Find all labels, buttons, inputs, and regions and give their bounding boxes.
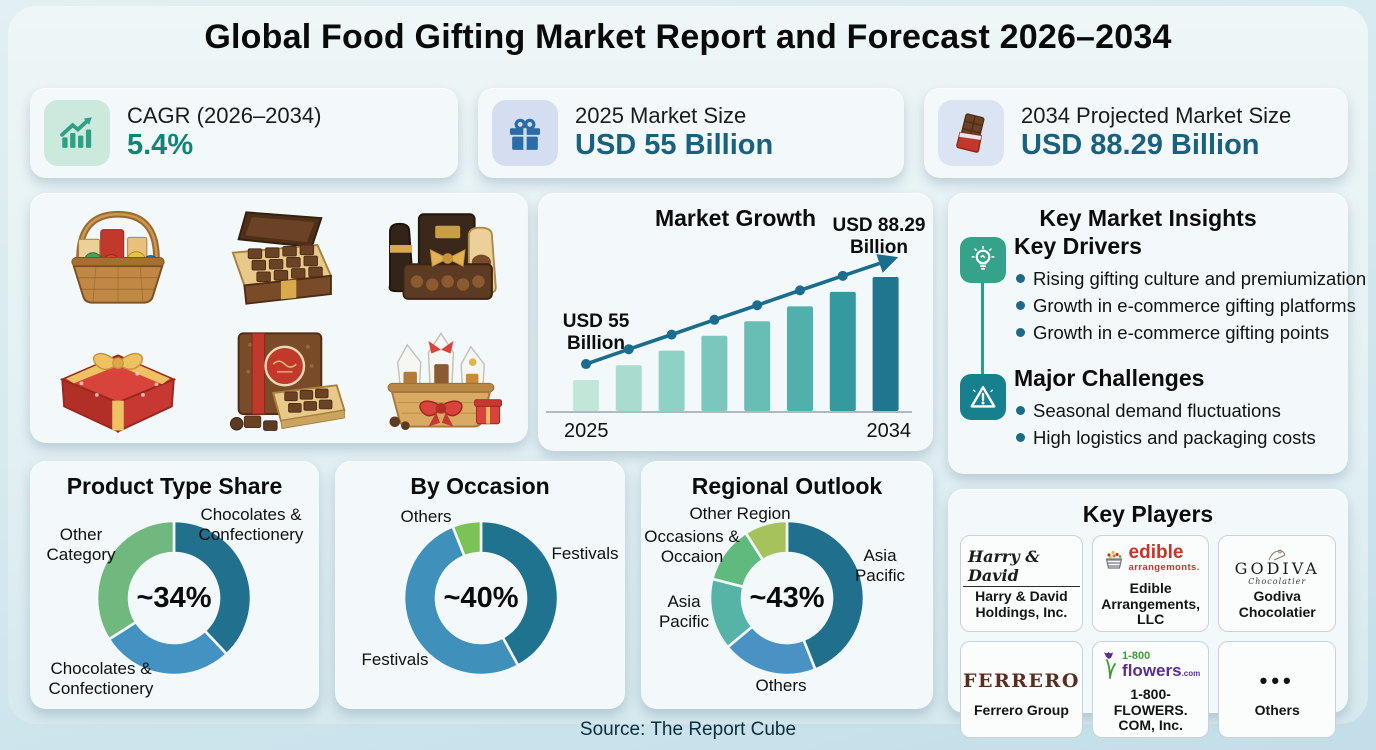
key-drivers-heading: Key Drivers — [1014, 233, 1142, 259]
player-name: 1-800-FLOWERS. COM, Inc. — [1113, 686, 1188, 734]
stat-card-cagr: CAGR (2026–2034) 5.4% — [30, 88, 458, 178]
insights-title: Key Market Insights — [1039, 205, 1257, 231]
player-name: Others — [1254, 701, 1300, 718]
tulip-icon — [1104, 652, 1116, 679]
driver-item: Growth in e-commerce gifting points — [1014, 319, 1340, 346]
stat-card-2034-size: 2034 Projected Market Size USD 88.29 Bil… — [924, 88, 1348, 178]
segment-label: Other Category — [46, 525, 116, 565]
segment-label: Chocolates & Confectionery — [198, 505, 304, 545]
player-card-edible: edible arrangemonts. Edible Arrangements… — [1091, 535, 1210, 633]
stat-label: 2025 Market Size — [575, 102, 747, 128]
regional-outlook-panel: Regional Outlook ~43% Other Region Occas… — [641, 461, 933, 709]
player-name: Ferrero Group — [973, 701, 1069, 718]
by-occasion-title: By Occasion — [410, 473, 550, 499]
regional-outlook-title: Regional Outlook — [691, 473, 883, 499]
ellipsis-icon: ••• — [1259, 667, 1295, 693]
x-axis-label-start: 2025 — [564, 420, 609, 442]
key-drivers-list: Rising gifting culture and premiumizatio… — [1014, 265, 1366, 346]
fruit-basket-icon — [1105, 550, 1122, 569]
market-growth-panel: Market Growth USD 55 Billion USD 88.29 B… — [538, 193, 933, 451]
by-occasion-panel: By Occasion ~40% Others Festivals Festiv… — [335, 461, 625, 709]
flowers-logo-main: flowers.com — [1122, 661, 1201, 681]
chocolate-bar-icon — [938, 100, 1004, 166]
godiva-horse-mark — [1268, 549, 1286, 561]
festive-basket-illustration — [359, 318, 520, 439]
product-type-share-donut — [95, 519, 253, 677]
gift-icon — [492, 100, 558, 166]
gift-illustrations-panel — [30, 193, 528, 443]
player-card-1800flowers: 1-800 flowers.com 1-800-FLOWERS. COM, In… — [1091, 641, 1210, 739]
page-title: Global Food Gifting Market Report and Fo… — [204, 18, 1172, 56]
end-value-annotation: USD 88.29 Billion — [832, 215, 926, 258]
key-players-panel: Key Players Harry & David Harry & David … — [948, 489, 1348, 739]
regional-outlook-donut — [708, 519, 866, 677]
segment-label: Asia Pacific — [854, 546, 906, 586]
edible-logo-sub: arrangemonts. — [1128, 561, 1200, 573]
harry-david-logo: Harry & David — [963, 547, 1080, 587]
stat-card-2025-size: 2025 Market Size USD 55 Billion — [478, 88, 904, 178]
stat-label: CAGR (2026–2034) — [127, 102, 322, 128]
chocolate-box-ribbon-illustration — [199, 318, 360, 439]
segment-label: Others — [755, 676, 807, 695]
godiva-logo-sub: Chocolatier — [1248, 576, 1307, 586]
segment-label: Other Region — [689, 504, 791, 523]
segment-label: Festivals — [361, 650, 429, 669]
flowers-logo-1800: 1-800 — [1122, 650, 1151, 663]
key-players-grid: Harry & David Harry & David Holdings, In… — [960, 535, 1336, 739]
growth-chart-icon — [44, 100, 110, 166]
x-axis-label-end: 2034 — [866, 420, 912, 442]
godiva-logo-main: GODIVA — [1234, 558, 1320, 578]
player-name: Edible Arrangements, LLC — [1101, 580, 1201, 628]
edible-logo-main: edible — [1128, 542, 1184, 564]
product-type-share-panel: Product Type Share ~34% Chocolates & Con… — [30, 461, 319, 709]
warning-icon — [960, 374, 1006, 420]
stat-value: 5.4% — [127, 129, 194, 162]
market-growth-title: Market Growth — [654, 205, 817, 231]
product-type-share-title: Product Type Share — [66, 473, 283, 499]
segment-label: Occasions & Occaion — [644, 527, 740, 567]
stat-value: USD 55 Billion — [575, 129, 774, 162]
lightbulb-icon — [960, 237, 1006, 283]
driver-item: Growth in e-commerce gifting platforms — [1014, 292, 1356, 319]
segment-label: Festivals — [551, 544, 619, 563]
stat-value: USD 88.29 Billion — [1021, 129, 1260, 162]
by-occasion-donut — [402, 519, 560, 677]
major-challenges-list: Seasonal demand fluctuations High logist… — [1014, 397, 1340, 451]
challenge-item: High logistics and packaging costs — [1014, 424, 1340, 451]
segment-label: Asia Pacific — [658, 592, 710, 632]
stat-label: 2034 Projected Market Size — [1021, 102, 1292, 128]
gift-basket-illustration — [38, 197, 199, 318]
open-chocolate-box-illustration — [199, 197, 360, 318]
market-growth-chart — [546, 254, 912, 413]
segment-label: Others — [400, 507, 452, 526]
gift-hamper-illustration — [359, 197, 520, 318]
ferrero-logo: FERRERO — [963, 669, 1080, 692]
insights-connector-line — [981, 283, 984, 375]
player-card-others: ••• Others — [1218, 641, 1336, 739]
major-challenges-heading: Major Challenges — [1014, 365, 1205, 391]
source-attribution: Source: The Report Cube — [579, 719, 797, 740]
start-value-annotation: USD 55 Billion — [562, 311, 630, 354]
key-players-title: Key Players — [1082, 501, 1214, 527]
player-card-godiva: GODIVA Chocolatier Godiva Chocolatier — [1218, 535, 1336, 633]
red-gift-box-illustration — [38, 318, 199, 439]
player-card-ferrero: FERRERO Ferrero Group — [960, 641, 1083, 739]
challenge-item: Seasonal demand fluctuations — [1014, 397, 1340, 424]
player-name: Harry & David Holdings, Inc. — [975, 587, 1068, 620]
player-card-harry-david: Harry & David Harry & David Holdings, In… — [960, 535, 1083, 633]
key-market-insights-panel: Key Market Insights Key Drivers Rising g… — [948, 193, 1366, 474]
driver-item: Rising gifting culture and premiumizatio… — [1014, 265, 1366, 292]
player-name: Godiva Chocolatier — [1238, 587, 1316, 620]
segment-label: Chocolates & Confectionery — [48, 659, 154, 699]
